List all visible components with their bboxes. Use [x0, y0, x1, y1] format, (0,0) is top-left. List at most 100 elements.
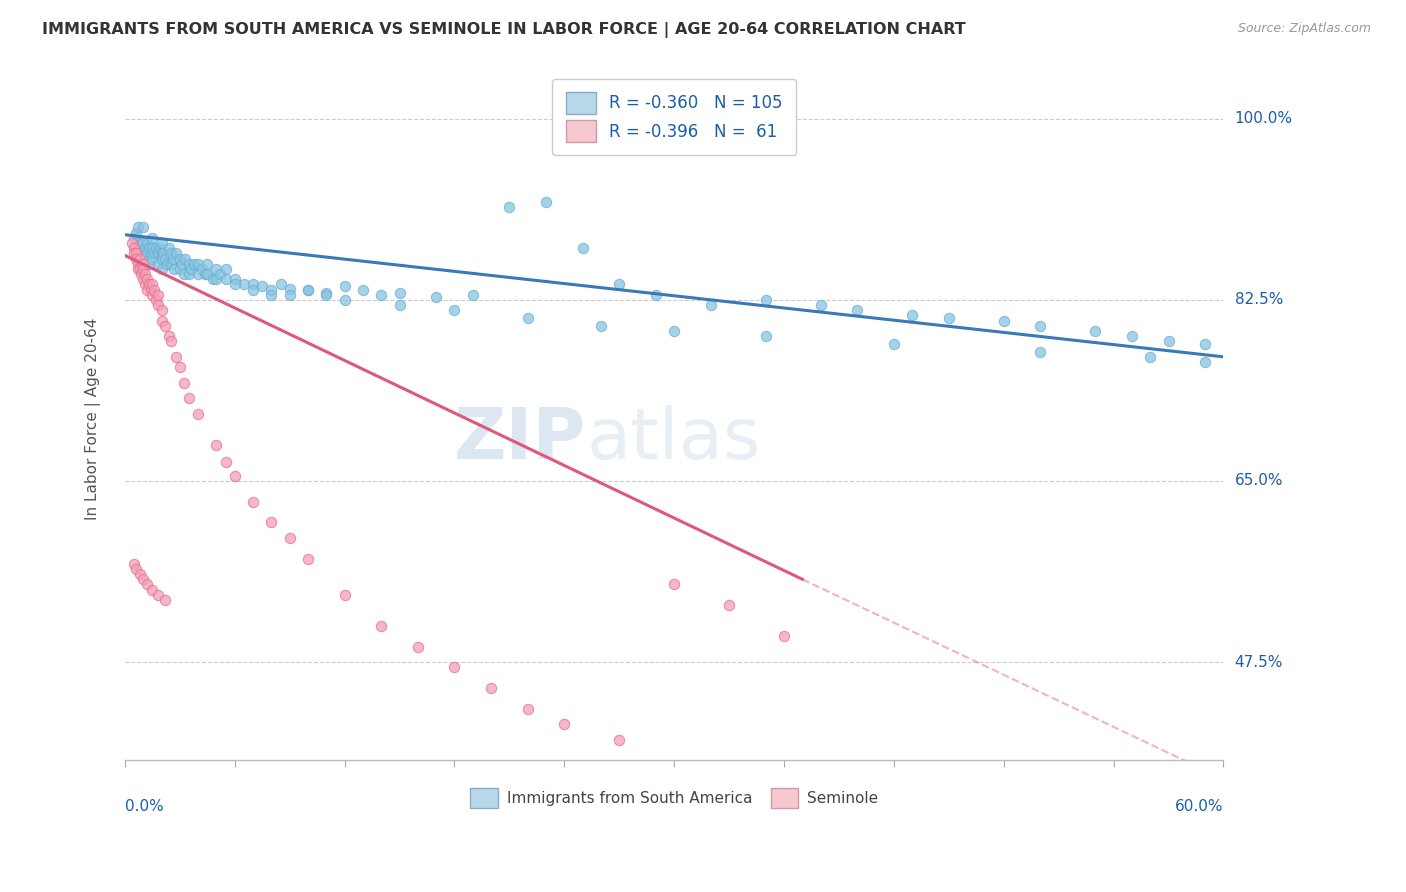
- Point: [278, 531, 301, 545]
- Point: [755, 329, 778, 343]
- Point: [242, 277, 264, 292]
- Point: [159, 246, 181, 260]
- Point: [297, 283, 319, 297]
- Point: [214, 261, 236, 276]
- Point: [534, 194, 557, 209]
- Point: [260, 287, 283, 301]
- Point: [224, 468, 246, 483]
- Point: [150, 252, 173, 266]
- Point: [846, 303, 869, 318]
- Point: [157, 241, 180, 255]
- Point: [131, 267, 153, 281]
- Point: [173, 267, 195, 281]
- Point: [1194, 355, 1216, 369]
- Point: [461, 287, 484, 301]
- Text: ZIP: ZIP: [454, 405, 586, 474]
- Text: 60.0%: 60.0%: [1175, 799, 1223, 814]
- Y-axis label: In Labor Force | Age 20-64: In Labor Force | Age 20-64: [86, 318, 101, 520]
- Point: [187, 267, 209, 281]
- Point: [153, 252, 176, 266]
- Point: [121, 235, 143, 250]
- Point: [132, 261, 155, 276]
- Point: [388, 298, 411, 312]
- Point: [516, 310, 538, 325]
- Point: [150, 261, 173, 276]
- Point: [146, 257, 169, 271]
- Point: [664, 577, 686, 591]
- Point: [135, 283, 157, 297]
- Point: [165, 246, 187, 260]
- Point: [128, 241, 150, 255]
- Point: [479, 681, 502, 695]
- Point: [135, 246, 157, 260]
- Legend: Immigrants from South America, Seminole: Immigrants from South America, Seminole: [464, 782, 884, 814]
- Point: [163, 261, 186, 276]
- Point: [153, 593, 176, 607]
- Point: [128, 252, 150, 266]
- Point: [139, 246, 162, 260]
- Point: [589, 318, 612, 333]
- Point: [132, 235, 155, 250]
- Text: 65.0%: 65.0%: [1234, 474, 1284, 489]
- Point: [122, 557, 145, 571]
- Point: [157, 329, 180, 343]
- Text: Source: ZipAtlas.com: Source: ZipAtlas.com: [1237, 22, 1371, 36]
- Point: [315, 285, 337, 300]
- Point: [134, 267, 156, 281]
- Point: [242, 283, 264, 297]
- Point: [644, 287, 666, 301]
- Point: [169, 360, 191, 375]
- Point: [150, 303, 173, 318]
- Point: [370, 619, 392, 633]
- Point: [1157, 334, 1180, 349]
- Point: [122, 241, 145, 255]
- Text: IMMIGRANTS FROM SOUTH AMERICA VS SEMINOLE IN LABOR FORCE | AGE 20-64 CORRELATION: IMMIGRANTS FROM SOUTH AMERICA VS SEMINOL…: [42, 22, 966, 38]
- Point: [297, 283, 319, 297]
- Text: 100.0%: 100.0%: [1234, 112, 1292, 127]
- Point: [165, 350, 187, 364]
- Point: [169, 261, 191, 276]
- Point: [156, 257, 179, 271]
- Point: [138, 277, 160, 292]
- Point: [132, 220, 155, 235]
- Text: 82.5%: 82.5%: [1234, 293, 1282, 308]
- Point: [128, 261, 150, 276]
- Point: [122, 231, 145, 245]
- Text: 47.5%: 47.5%: [1234, 655, 1282, 670]
- Point: [232, 277, 254, 292]
- Point: [152, 246, 174, 260]
- Point: [242, 494, 264, 508]
- Point: [1194, 337, 1216, 351]
- Point: [145, 293, 167, 307]
- Point: [132, 246, 155, 260]
- Point: [132, 272, 155, 286]
- Point: [1084, 324, 1107, 338]
- Point: [153, 318, 176, 333]
- Point: [205, 272, 228, 286]
- Point: [127, 220, 149, 235]
- Point: [150, 313, 173, 327]
- Point: [191, 261, 214, 276]
- Point: [135, 577, 157, 591]
- Point: [177, 391, 200, 405]
- Point: [159, 334, 181, 349]
- Point: [443, 660, 465, 674]
- Point: [128, 567, 150, 582]
- Point: [187, 407, 209, 421]
- Point: [141, 582, 163, 597]
- Point: [183, 257, 205, 271]
- Point: [278, 287, 301, 301]
- Point: [139, 283, 162, 297]
- Text: atlas: atlas: [586, 405, 761, 474]
- Point: [755, 293, 778, 307]
- Point: [195, 267, 218, 281]
- Point: [177, 257, 200, 271]
- Point: [177, 267, 200, 281]
- Point: [1029, 344, 1052, 359]
- Point: [180, 261, 202, 276]
- Point: [352, 283, 374, 297]
- Point: [883, 337, 905, 351]
- Point: [443, 303, 465, 318]
- Point: [260, 516, 283, 530]
- Point: [143, 283, 166, 297]
